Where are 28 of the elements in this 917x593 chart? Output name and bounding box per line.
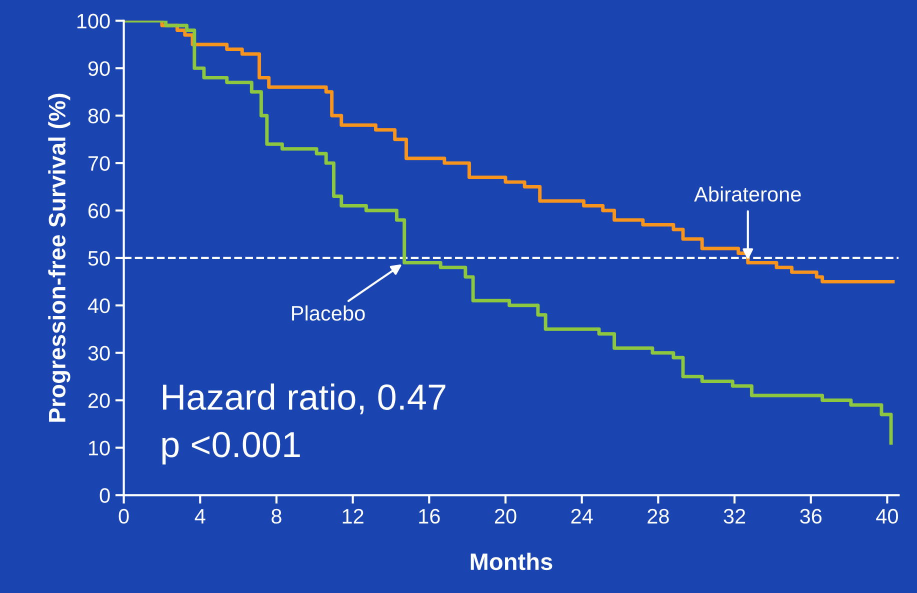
annotation: Hazard ratio, 0.47	[163, 383, 446, 414]
y-axis-title: Progression-free Survival (%)	[48, 94, 70, 422]
y-tick-label: 30	[88, 346, 110, 361]
x-tick-label: 36	[800, 508, 822, 524]
y-tick-label: 70	[88, 156, 110, 171]
x-tick-label: 28	[648, 508, 669, 524]
y-tick-label: 100	[77, 14, 110, 29]
x-tick-label: 0	[118, 508, 129, 524]
y-tick-label: 90	[88, 61, 110, 76]
series-label: Abiraterone	[694, 186, 801, 202]
x-tick-label: 24	[571, 508, 593, 524]
x-tick-label: 8	[272, 508, 282, 524]
y-tick-label: 80	[88, 108, 110, 124]
x-tick-label: 4	[194, 509, 206, 524]
y-tick-label: 50	[88, 250, 110, 266]
x-tick-label: 16	[419, 508, 440, 524]
x-tick-label: 40	[876, 508, 898, 524]
y-tick-label: 20	[88, 393, 110, 408]
y-tick-label: 60	[88, 204, 110, 218]
y-tick-label: 40	[88, 298, 110, 314]
y-tick-label: 10	[89, 440, 110, 456]
y-tick-label: 0	[100, 488, 110, 503]
x-tick-label: 20	[494, 508, 516, 524]
annotation: p <0.001	[162, 432, 300, 465]
x-tick-label: 32	[724, 508, 746, 524]
x-axis-title: Months	[470, 552, 552, 570]
text: Placebo	[292, 305, 365, 321]
x-tick-label: 12	[342, 508, 364, 524]
